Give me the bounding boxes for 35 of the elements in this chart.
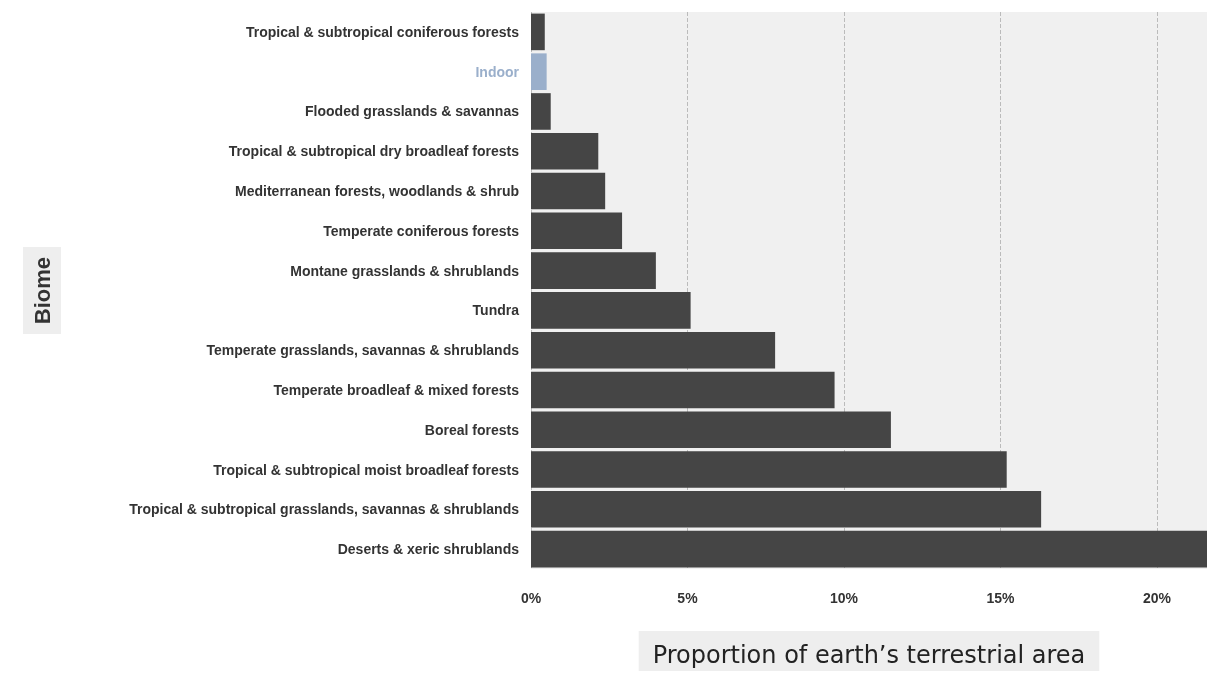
y-tick-label: Tropical & subtropical dry broadleaf forests — [228, 143, 520, 160]
bar — [531, 252, 656, 289]
bar — [531, 530, 1207, 568]
y-tick-label: Boreal forests — [424, 421, 520, 438]
bar — [531, 331, 776, 369]
y-tick-label: Tropical & subtropical grasslands, savannas & shrublands — [129, 501, 520, 518]
bar — [531, 212, 623, 250]
bar — [531, 411, 891, 449]
y-tick-label: Temperate coniferous forests — [323, 222, 520, 239]
y-tick-label: Temperate broadleaf & mixed forests — [273, 381, 520, 398]
x-tick-label: 15% — [986, 590, 1015, 606]
y-tick-label: Flooded grasslands & savannas — [305, 103, 520, 120]
bar — [531, 451, 1007, 488]
bar — [531, 13, 545, 51]
y-tick-label: Deserts & xeric shrublands — [337, 541, 520, 558]
y-tick-label: Indoor — [475, 63, 520, 80]
bar — [531, 172, 606, 210]
y-tick-label: Tundra — [472, 302, 520, 319]
x-tick-label: 5% — [677, 590, 699, 606]
y-tick-label: Montane grasslands & shrublands — [290, 262, 520, 279]
y-axis-title: Biome — [29, 256, 55, 325]
y-tick-label: Tropical & subtropical moist broadleaf forests — [213, 461, 520, 478]
bar — [531, 132, 599, 170]
x-axis-title: Proportion of earth’s terrestrial area — [652, 641, 1086, 669]
y-tick-label: Temperate grasslands, savannas & shrublands — [206, 342, 520, 359]
x-tick-label: 20% — [1142, 590, 1172, 606]
x-tick-label: 10% — [829, 590, 859, 606]
bar — [531, 93, 551, 130]
y-tick-label: Mediterranean forests, woodlands & shrub — [235, 183, 519, 200]
bar — [531, 491, 1042, 528]
y-tick-label: Tropical & subtropical coniferous forests — [245, 23, 520, 40]
bar — [531, 292, 691, 329]
x-tick-label: 0% — [520, 590, 542, 606]
bar — [531, 53, 547, 90]
bar — [531, 371, 835, 409]
